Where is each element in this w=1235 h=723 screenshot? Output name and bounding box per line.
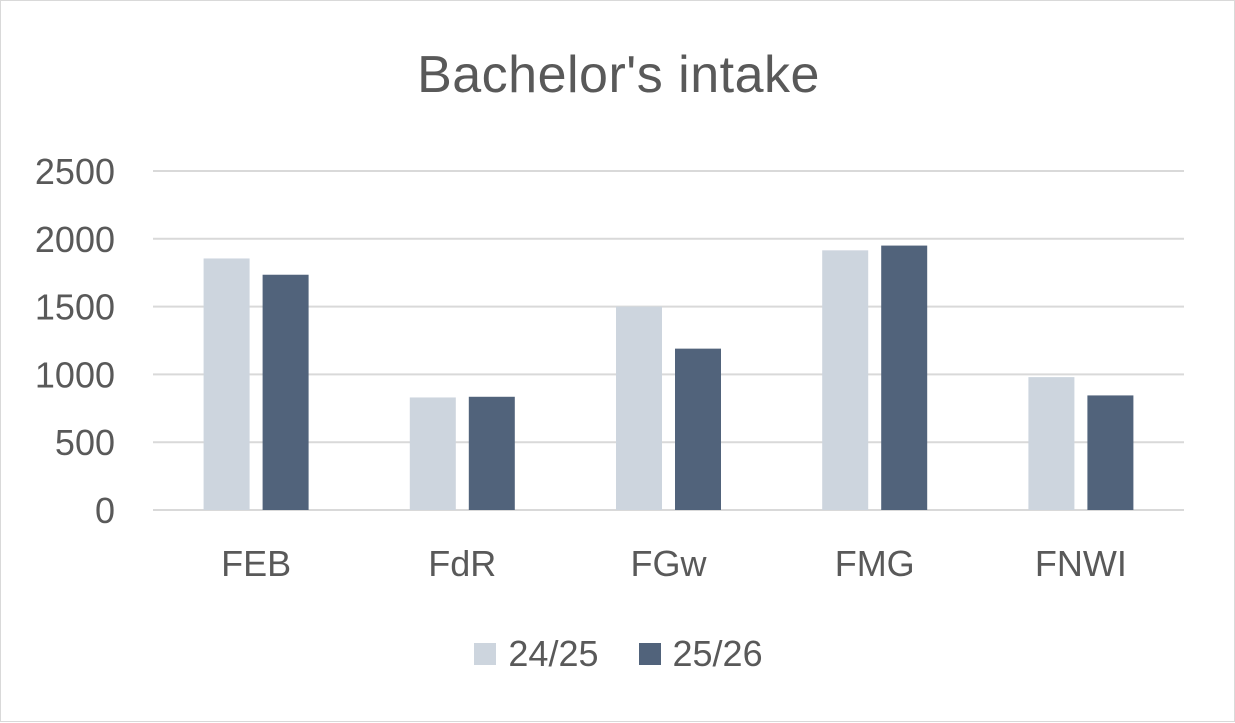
x-tick-label: FMG (835, 543, 915, 584)
legend-swatch (638, 643, 661, 665)
y-tick-label: 2500 (35, 151, 115, 192)
bar-fgw-series-2 (675, 348, 721, 510)
y-tick-label: 0 (95, 490, 115, 531)
x-tick-label: FGw (631, 543, 708, 584)
legend-item: 25/26 (638, 633, 763, 675)
bar-fnwi-series-2 (1087, 395, 1134, 510)
x-tick-label: FEB (221, 543, 291, 584)
bar-fmg-series-1 (822, 250, 869, 511)
bar-fdr-series-1 (409, 397, 456, 510)
legend-label: 25/26 (672, 633, 763, 674)
bar-fnwi-series-1 (1028, 377, 1075, 510)
x-tick-label: FdR (428, 543, 496, 584)
legend-item: 24/25 (474, 633, 599, 675)
legend-label: 24/25 (508, 633, 599, 674)
bar-feb-series-1 (203, 258, 250, 510)
y-tick-label: 1500 (35, 287, 115, 328)
legend: 24/25 25/26 (1, 633, 1235, 675)
y-tick-label: 1000 (35, 354, 115, 395)
legend-swatch (474, 643, 497, 665)
y-tick-label: 2000 (35, 219, 115, 260)
y-tick-label: 500 (55, 422, 115, 463)
x-tick-label: FNWI (1035, 543, 1127, 584)
bar-fdr-series-2 (468, 396, 515, 510)
bar-fmg-series-2 (881, 245, 928, 510)
bar-feb-series-2 (262, 274, 309, 510)
chart-title: Bachelor's intake (417, 46, 820, 104)
bar-fgw-series-1 (616, 306, 662, 510)
